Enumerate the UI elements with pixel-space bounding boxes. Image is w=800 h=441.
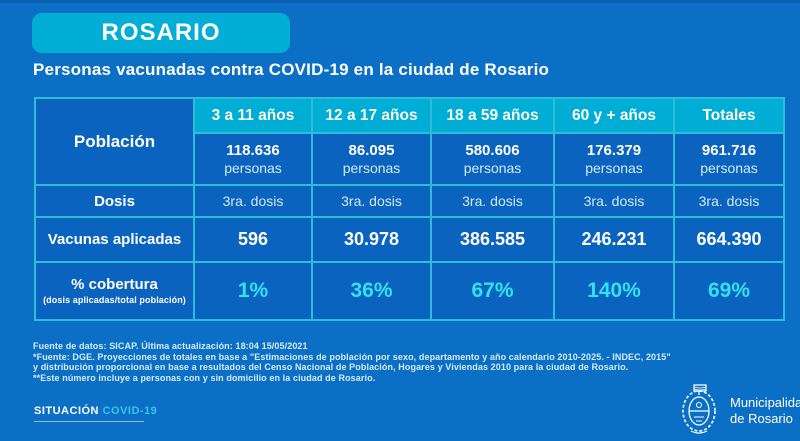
source-notes: Fuente de datos: SICAP. Última actualiza…	[33, 341, 773, 383]
poblacion-unit: personas	[585, 159, 643, 176]
situacion-label: SITUACIÓN	[34, 405, 99, 417]
source-note-line: *Fuente: DGE. Proyecciones de totales en…	[33, 351, 671, 362]
municipality-name-line2: de Rosario	[730, 410, 793, 426]
poblacion-unit: personas	[700, 159, 758, 176]
poblacion-unit: personas	[224, 159, 282, 176]
cobertura-cell-3a11: 1%	[195, 263, 311, 319]
covid-label: COVID-19	[102, 405, 158, 417]
poblacion-value: 580.606	[465, 141, 520, 159]
page-title: Personas vacunadas contra COVID-19 en la…	[33, 60, 550, 79]
vacunas-cell-3a11: 596	[195, 218, 311, 261]
poblacion-unit: personas	[342, 159, 401, 176]
vaccination-table: Población 3 a 11 años 12 a 17 años 18 a …	[34, 97, 785, 321]
poblacion-cell-3a11: 118.636 personas	[195, 134, 311, 184]
vacunas-cell-12a17: 30.978	[313, 218, 430, 261]
vacunas-cell-totales: 664.390	[675, 218, 783, 261]
dosis-cell-totales: 3ra. dosis	[675, 186, 783, 216]
poblacion-value: 961.716	[701, 141, 757, 159]
vacunas-cell-18a59: 386.585	[432, 218, 553, 261]
situacion-covid-badge: SITUACIÓN COVID-19	[34, 405, 157, 422]
row-label-dosis: Dosis	[36, 186, 193, 216]
poblacion-cell-18a59: 580.606 personas	[432, 134, 553, 184]
row-label-vacunas-aplicadas: Vacunas aplicadas	[36, 218, 193, 261]
poblacion-value: 86.095	[348, 141, 395, 159]
vacunas-cell-60ymas: 246.231	[555, 218, 673, 261]
source-note-line: Fuente de datos: SICAP. Última actualiza…	[33, 341, 308, 351]
row-label-cobertura: % cobertura (dosis aplicadas/total pobla…	[36, 263, 193, 319]
cobertura-cell-18a59: 67%	[432, 263, 553, 319]
poblacion-value: 118.636	[226, 141, 280, 159]
poblacion-value: 176.379	[586, 141, 642, 159]
column-header-60ymas: 60 y + años	[555, 99, 673, 132]
source-note-line: y distribución proporcional en base a re…	[33, 362, 629, 372]
cobertura-label: % cobertura	[71, 276, 158, 294]
column-header-12a17: 12 a 17 años	[313, 99, 430, 132]
column-header-totales: Totales	[675, 99, 783, 132]
poblacion-cell-totales: 961.716 personas	[675, 134, 783, 184]
row-label-poblacion: Población	[36, 99, 193, 184]
rosario-coat-of-arms-icon	[676, 381, 722, 440]
dosis-cell-18a59: 3ra. dosis	[432, 186, 553, 216]
poblacion-cell-12a17: 86.095 personas	[313, 134, 430, 184]
poblacion-unit: personas	[463, 159, 522, 176]
column-header-3a11: 3 a 11 años	[195, 99, 311, 132]
dosis-cell-60ymas: 3ra. dosis	[555, 186, 673, 216]
cobertura-cell-12a17: 36%	[313, 263, 430, 319]
cobertura-formula: (dosis aplicadas/total población)	[43, 294, 186, 305]
city-badge: ROSARIO	[32, 13, 290, 53]
cobertura-cell-totales: 69%	[675, 263, 783, 319]
column-header-18a59: 18 a 59 años	[432, 99, 553, 132]
dosis-cell-12a17: 3ra. dosis	[313, 186, 430, 216]
source-note-line: **Este número incluye a personas con y s…	[33, 372, 376, 383]
cobertura-cell-60ymas: 140%	[555, 263, 673, 319]
top-edge-strip	[0, 0, 800, 3]
dosis-cell-3a11: 3ra. dosis	[195, 186, 311, 216]
city-badge-label: ROSARIO	[101, 19, 221, 46]
poblacion-cell-60ymas: 176.379 personas	[555, 134, 673, 184]
